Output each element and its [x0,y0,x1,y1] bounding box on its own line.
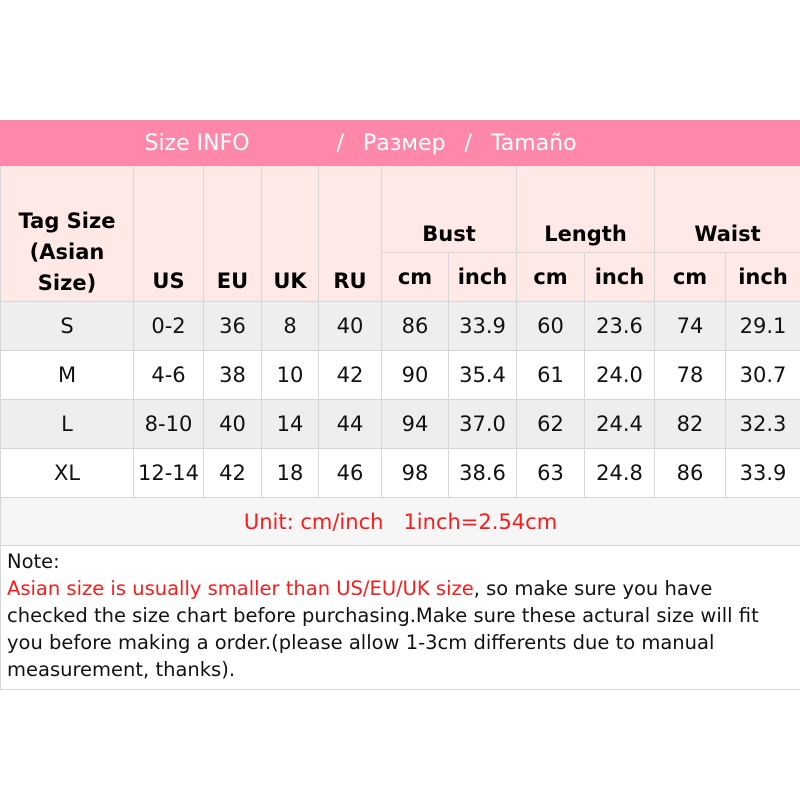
header-eu: EU [203,165,262,302]
table-cell: 62 [516,399,585,449]
table-cell: 8 [261,301,319,351]
table-cell: 24.4 [584,399,655,449]
table-cell: 86 [381,301,449,351]
table-cell: S [0,301,134,351]
table-cell: 61 [516,350,585,400]
table-cell: 40 [203,399,262,449]
table-cell: 86 [654,448,726,498]
header-ru: RU [318,165,382,302]
note-text: , so make sure you have checked the size… [7,577,759,681]
table-cell: 42 [203,448,262,498]
note-label: Note: [7,550,60,573]
header-tag-size: Tag Size (Asian Size) [0,165,134,302]
title-bar: Size INFO / Размер / Tamaño [0,120,800,166]
title-separator: / [464,130,472,156]
table-row: S 0-2 36 8 40 86 33.9 60 23.6 74 29.1 [0,301,800,351]
table-cell: 40 [318,301,382,351]
table-cell: 18 [261,448,319,498]
header-cm: cm [654,252,726,302]
header-waist: Waist [653,165,800,253]
table-cell: L [0,399,134,449]
table-cell: 98 [381,448,449,498]
title-en: Size INFO [144,130,250,156]
header-uk: UK [261,165,319,302]
note-block: Note: Asian size is usually smaller than… [0,545,800,690]
table-cell: 46 [318,448,382,498]
header-length: Length [516,165,655,253]
table-cell: 38.6 [448,448,517,498]
title-separator: / [336,130,344,156]
table-cell: 12-14 [133,448,204,498]
table-cell: XL [0,448,134,498]
table-cell: 44 [318,399,382,449]
table-cell: 30.7 [724,350,800,400]
table-cell: 63 [516,448,585,498]
table-cell: 24.0 [584,350,655,400]
note-highlight: Asian size is usually smaller than US/EU… [7,577,474,600]
title-ru: Размер [362,130,446,156]
table-cell: 90 [381,350,449,400]
table-cell: 60 [516,301,585,351]
header-cm: cm [381,252,449,302]
header-inch: inch [584,252,655,302]
header-cm: cm [516,252,585,302]
table-cell: 37.0 [448,399,517,449]
table-cell: 23.6 [584,301,655,351]
table-cell: 78 [654,350,726,400]
header-inch: inch [724,252,800,302]
header-bust: Bust [381,165,517,253]
table-cell: 82 [654,399,726,449]
unit-note: Unit: cm/inch 1inch=2.54cm [0,497,800,546]
table-cell: 32.3 [724,399,800,449]
table-cell: 29.1 [724,301,800,351]
table-cell: 0-2 [133,301,204,351]
table-cell: 94 [381,399,449,449]
size-chart: Size INFO / Размер / Tamaño Tag Size (As… [0,120,800,690]
table-cell: 74 [654,301,726,351]
table-cell: 33.9 [724,448,800,498]
table-cell: 35.4 [448,350,517,400]
table-cell: 24.8 [584,448,655,498]
table-cell: 38 [203,350,262,400]
table-row: XL 12-14 42 18 46 98 38.6 63 24.8 86 33.9 [0,448,800,498]
header-us: US [133,165,204,302]
size-table: Size INFO / Размер / Tamaño Tag Size (As… [0,120,800,690]
table-cell: 36 [203,301,262,351]
table-cell: 4-6 [133,350,204,400]
table-cell: 42 [318,350,382,400]
table-cell: 10 [261,350,319,400]
header-inch: inch [448,252,517,302]
table-row: M 4-6 38 10 42 90 35.4 61 24.0 78 30.7 [0,350,800,400]
table-row: L 8-10 40 14 44 94 37.0 62 24.4 82 32.3 [0,399,800,449]
title-es: Tamaño [490,130,577,156]
table-cell: 8-10 [133,399,204,449]
table-cell: 14 [261,399,319,449]
table-cell: M [0,350,134,400]
table-cell: 33.9 [448,301,517,351]
